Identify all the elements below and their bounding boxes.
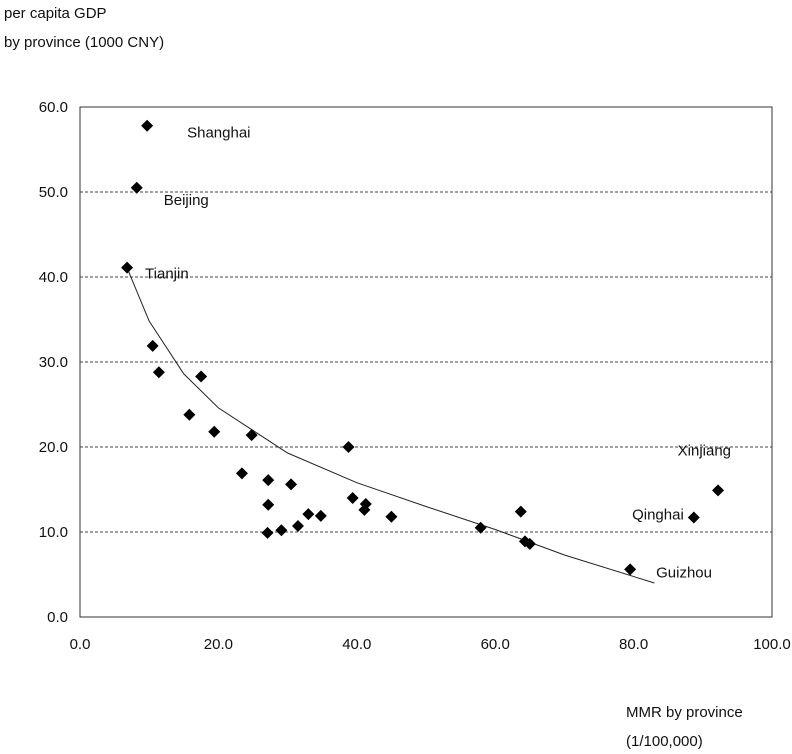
y-tick-label: 40.0 [39,269,68,286]
point-label-tianjin: Tianjin [145,266,189,283]
y-axis-label-line-2: by province (1000 CNY) [4,34,165,51]
x-tick-label: 20.0 [204,636,233,653]
x-axis-label-line-1: MMR by province [626,704,743,721]
x-tick-label: 80.0 [619,636,648,653]
data-point [152,366,165,379]
data-point [195,370,208,383]
y-tick-label: 60.0 [39,99,68,116]
data-point [141,119,154,132]
y-tick-label: 0.0 [47,609,68,626]
data-point [235,467,248,480]
data-point [358,503,371,516]
data-point [183,408,196,421]
data-point [130,181,143,194]
x-tick-label: 60.0 [481,636,510,653]
data-point [474,521,487,534]
data-point [291,520,304,533]
y-axis-label-line-1: per capita GDP [4,5,107,22]
x-tick-label: 0.0 [70,636,91,653]
point-label-shanghai: Shanghai [187,125,250,142]
point-label-guizhou: Guizhou [656,564,712,581]
data-point [262,498,275,511]
data-point [385,510,398,523]
data-point [687,511,700,524]
data-point [712,484,725,497]
y-tick-label: 50.0 [39,184,68,201]
trendline [127,270,655,584]
x-tick-label: 100.0 [753,636,791,653]
data-point [302,508,315,521]
data-point [146,339,159,352]
point-label-qinghai: Qinghai [632,507,684,524]
data-point [624,563,637,576]
data-point [262,474,275,487]
data-point [245,429,258,442]
data-point [121,261,134,274]
data-point [314,509,327,522]
data-point [514,505,527,518]
data-point [523,537,536,550]
point-label-beijing: Beijing [164,192,209,209]
y-tick-label: 10.0 [39,524,68,541]
x-axis-label-line-2: (1/100,000) [626,733,703,750]
data-point [275,524,288,537]
data-point [208,425,221,438]
y-tick-label: 30.0 [39,354,68,371]
data-point [346,492,359,504]
data-point [285,478,298,491]
y-tick-label: 20.0 [39,439,68,456]
data-point [342,441,355,453]
x-tick-label: 40.0 [342,636,371,653]
data-point [261,526,274,539]
point-label-xinjiang: Xinjiang [678,442,731,459]
